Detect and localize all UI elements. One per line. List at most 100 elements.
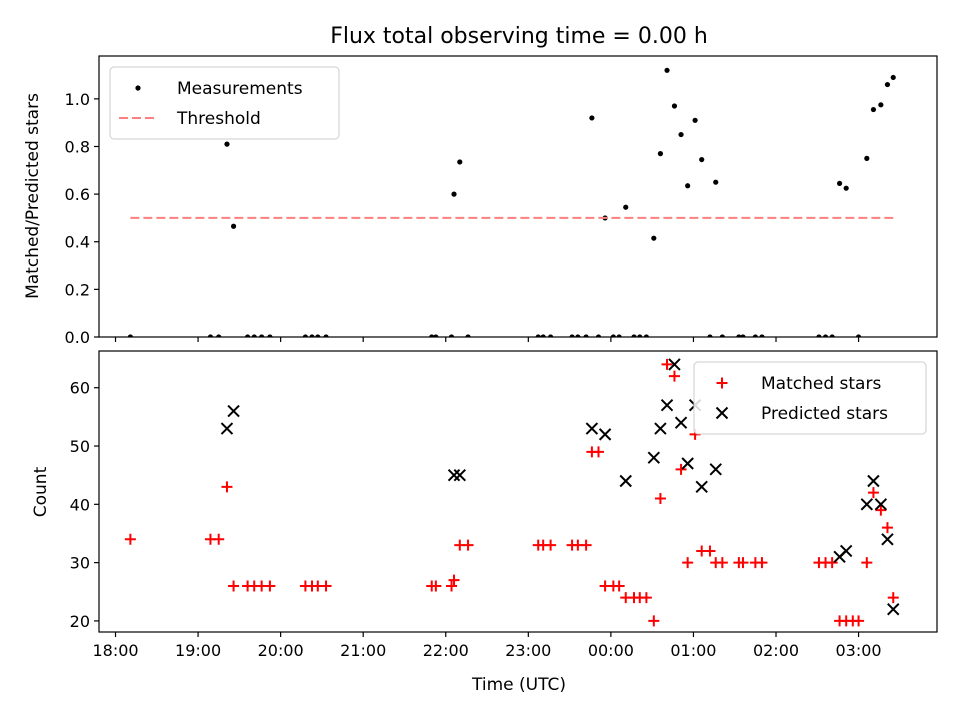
data-point [843, 185, 849, 191]
data-point [259, 334, 265, 337]
data-point [874, 498, 888, 511]
data-point [207, 334, 214, 337]
data-point [719, 334, 725, 337]
data-point [878, 102, 884, 108]
data-point [448, 334, 455, 337]
axes-frame [98, 350, 938, 633]
legend-label: Measurements [177, 79, 303, 99]
data-point [648, 615, 660, 627]
data-point [323, 334, 329, 337]
x-axis-label: Time (UTC) [471, 675, 566, 695]
data-point [245, 334, 251, 337]
data-point [695, 480, 708, 494]
data-point [251, 334, 257, 337]
x-tick-label: 02:00 [753, 641, 799, 660]
data-point [448, 574, 460, 586]
data-point [855, 334, 862, 337]
y-tick-label: 30 [70, 554, 90, 573]
data-point [881, 533, 894, 546]
y-tick-label: 50 [70, 437, 90, 456]
y-tick-label: 40 [70, 495, 90, 514]
data-point [822, 334, 829, 337]
data-point [682, 557, 694, 569]
legend-marker [135, 85, 141, 91]
data-point [887, 592, 899, 604]
figure-title: Flux total observing time = 0.00 h [330, 24, 708, 49]
data-point [647, 451, 661, 464]
data-point [320, 580, 332, 592]
data-point [816, 334, 822, 337]
data-point [227, 404, 240, 418]
data-point [860, 498, 874, 511]
data-point [580, 539, 592, 551]
data-point [829, 334, 835, 337]
legend-label: Threshold [176, 109, 261, 129]
data-point [736, 334, 742, 337]
data-point [545, 539, 557, 551]
data-point [678, 131, 684, 138]
series-measurements [127, 67, 896, 337]
data-point [836, 180, 843, 187]
data-point [654, 422, 667, 435]
data-point [692, 117, 698, 123]
x-tick-label: 23:00 [505, 641, 551, 660]
top-panel: 0.0 0.2 0.4 0.6 0.8 1.0 Measurements Threshold [65, 55, 938, 347]
data-point [864, 155, 870, 161]
x-tick-label: 19:00 [175, 641, 221, 660]
data-point [631, 334, 637, 337]
data-point [451, 191, 457, 197]
data-point [752, 334, 758, 337]
data-point [675, 463, 687, 475]
data-point [867, 474, 880, 488]
data-point [462, 539, 474, 551]
data-point [220, 422, 234, 435]
bottom-y-axis-label: Count [31, 466, 51, 517]
data-point [453, 468, 467, 482]
data-point [704, 545, 716, 557]
legend-box [109, 66, 340, 140]
x-tick-label: 20:00 [258, 641, 304, 660]
y-tick-label: 60 [70, 379, 90, 398]
series-predicted-stars [220, 358, 900, 616]
data-point [619, 474, 632, 488]
x-tick-label: 00:00 [588, 641, 634, 660]
data-point [309, 334, 315, 337]
y-tick-label: 0.4 [65, 233, 90, 252]
data-point [637, 334, 643, 337]
data-point [447, 468, 461, 482]
data-point [681, 457, 694, 470]
y-tick-label: 0.8 [65, 137, 90, 156]
data-point [699, 156, 705, 163]
data-point [433, 334, 439, 337]
data-point [592, 446, 604, 458]
data-point [674, 416, 688, 429]
data-point [267, 334, 273, 337]
x-tick-label: 18:00 [92, 641, 138, 660]
data-point [643, 334, 649, 337]
data-point [610, 334, 616, 337]
data-point [540, 334, 546, 337]
data-point [623, 204, 629, 210]
data-point [613, 580, 625, 592]
data-point [446, 580, 458, 592]
data-point [839, 544, 853, 558]
data-point [457, 159, 463, 165]
data-point [664, 67, 670, 73]
data-point [315, 334, 321, 337]
data-point [230, 223, 237, 229]
data-point [713, 179, 719, 185]
data-point [228, 580, 240, 592]
data-point [660, 399, 674, 412]
data-point [671, 103, 678, 109]
data-point [589, 115, 595, 121]
legend: Matched stars Predicted stars [693, 361, 927, 435]
data-point [127, 334, 133, 337]
data-point [465, 334, 471, 337]
top-y-axis-label: Matched/Predicted stars [23, 93, 43, 299]
data-point [668, 370, 680, 382]
data-point [598, 428, 612, 441]
data-point [740, 334, 746, 337]
legend-box [693, 361, 927, 435]
data-point [264, 580, 276, 592]
